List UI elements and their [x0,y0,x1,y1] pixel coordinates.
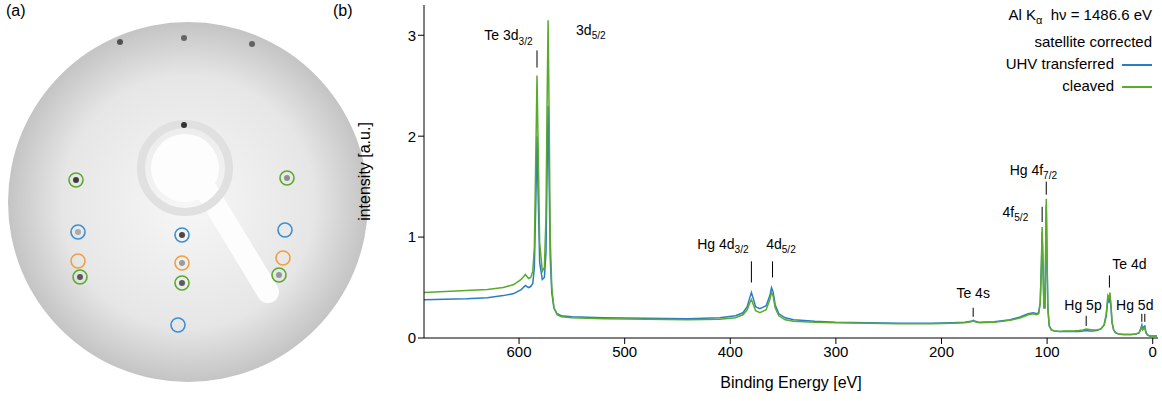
svg-text:Te 3d3/2: Te 3d3/2 [484,27,533,46]
html-text:cleaved: cleaved [1062,77,1114,94]
svg-text:Hg 5d: Hg 5d [1116,297,1153,313]
svg-text:Binding Energy [eV]: Binding Energy [eV] [720,374,861,391]
svg-text:0: 0 [1149,343,1157,360]
html-text:(a): (a) [6,2,26,19]
svg-text:4f5/2: 4f5/2 [1003,204,1029,223]
svg-text:3: 3 [408,27,416,44]
html-text:satellite corrected: satellite corrected [1034,33,1152,50]
svg-text:100: 100 [1035,343,1060,360]
svg-text:200: 200 [929,343,954,360]
html-text:Al Kαhν = 1486.6 eV: Al Kαhν = 1486.6 eV [1008,6,1152,26]
svg-text:3d5/2: 3d5/2 [576,22,606,41]
html-text:UHV transferred: UHV transferred [1005,55,1114,72]
svg-text:2: 2 [408,128,416,145]
svg-text:Te 4s: Te 4s [956,285,989,301]
svg-text:600: 600 [507,343,532,360]
svg-text:1: 1 [408,228,416,245]
svg-text:Hg 5p: Hg 5p [1064,297,1102,313]
svg-text:0: 0 [408,329,416,346]
svg-text:500: 500 [612,343,637,360]
svg-text:intensity [a.u.]: intensity [a.u.] [356,122,373,221]
svg-text:4d5/2: 4d5/2 [766,236,796,255]
svg-text:Hg 4f7/2: Hg 4f7/2 [1010,162,1058,181]
html-text:(b): (b) [333,2,353,19]
svg-text:300: 300 [823,343,848,360]
svg-text:Te 4d: Te 4d [1112,256,1146,272]
svg-text:400: 400 [718,343,743,360]
svg-text:Hg 4d3/2: Hg 4d3/2 [697,236,749,255]
